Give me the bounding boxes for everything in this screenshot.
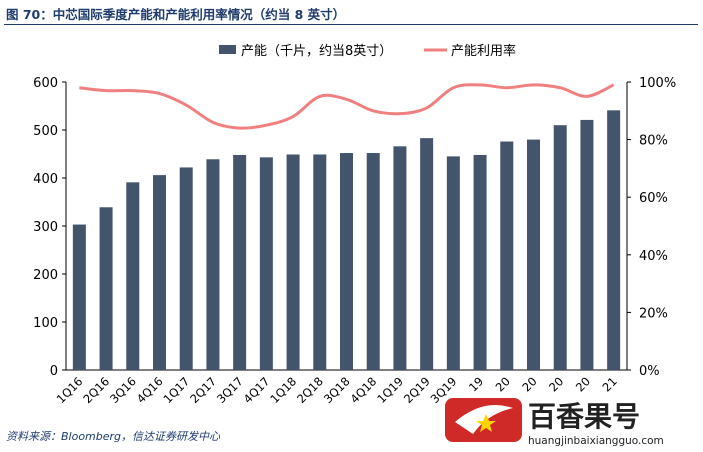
bar <box>527 139 540 370</box>
watermark: 百香果号 huangjinbaixiangguo.com <box>445 398 664 447</box>
legend-label-capacity: 产能（千片，约当8英寸） <box>241 44 392 59</box>
bar <box>553 125 567 370</box>
x-tick-label: 3Q18 <box>321 374 353 406</box>
bar <box>179 167 193 370</box>
line-series <box>79 83 615 130</box>
x-tick-label: 2Q19 <box>401 374 433 406</box>
y-left-tick-label: 500 <box>33 124 58 139</box>
bar <box>500 141 514 370</box>
bar <box>473 154 487 370</box>
bar <box>206 159 220 370</box>
utilization-line <box>79 83 615 130</box>
y-right-tick-label: 60% <box>639 191 668 206</box>
y-right-tick-label: 40% <box>639 249 668 264</box>
x-tick-label: 20 <box>573 374 593 394</box>
x-tick-label: 4Q16 <box>134 374 166 406</box>
bar <box>286 154 300 370</box>
x-tick-label: 3Q16 <box>107 374 139 406</box>
x-tick-label: 1Q16 <box>54 374 86 406</box>
bar <box>313 154 327 370</box>
bar <box>259 157 273 370</box>
bar <box>126 182 140 370</box>
x-tick-label: 4Q17 <box>241 374 273 406</box>
legend-swatch-bar <box>219 45 236 54</box>
star-icon <box>476 414 496 432</box>
y-left-tick-label: 100 <box>33 316 58 331</box>
y-right-tick-label: 0% <box>639 364 660 379</box>
x-tick-label: 1Q18 <box>267 374 299 406</box>
y-right-tick-label: 80% <box>639 134 668 149</box>
bar <box>72 224 86 370</box>
x-tick-label: 2Q16 <box>80 374 112 406</box>
x-tick-label: 1Q19 <box>374 374 406 406</box>
x-tick-label: 21 <box>600 374 620 394</box>
x-tick-label: 19 <box>466 374 486 394</box>
bar <box>446 156 460 370</box>
y-left-tick-label: 300 <box>33 220 58 235</box>
x-tick-label: 3Q17 <box>214 374 246 406</box>
bar <box>340 153 353 370</box>
x-tick-label: 20 <box>519 374 539 394</box>
x-tick-label: 2Q17 <box>187 374 219 406</box>
bar <box>233 154 247 370</box>
y-left-tick-label: 0 <box>50 364 58 379</box>
x-tick-label: 20 <box>546 374 566 394</box>
watermark-brand: 百香果号 <box>528 400 640 433</box>
legend: 产能（千片，约当8英寸） 产能利用率 <box>219 43 516 59</box>
y-right-tick-label: 100% <box>639 76 676 91</box>
chart-title: 图 70：中芯国际季度产能和产能利用率情况（约当 8 英寸） <box>6 7 346 22</box>
y-left-tick-label: 200 <box>33 268 58 283</box>
bar <box>607 110 621 370</box>
x-tick-label: 1Q17 <box>161 374 193 406</box>
y-left-tick-label: 600 <box>33 76 58 91</box>
source-note: 资料来源：Bloomberg，信达证券研发中心 <box>6 430 221 443</box>
bar-series <box>72 110 621 370</box>
x-tick-label: 4Q18 <box>348 374 380 406</box>
bar <box>420 138 434 370</box>
bar <box>580 119 594 370</box>
x-tick-label: 20 <box>493 374 513 394</box>
x-tick-label: 2Q18 <box>294 374 326 406</box>
bar <box>153 175 166 370</box>
bar <box>393 146 407 370</box>
bar <box>99 207 113 370</box>
legend-label-utilization: 产能利用率 <box>451 43 516 59</box>
y-left-tick-label: 400 <box>33 172 58 187</box>
title-divider <box>4 24 698 25</box>
bar <box>366 153 380 370</box>
watermark-url: huangjinbaixiangguo.com <box>528 435 664 447</box>
y-right-tick-label: 20% <box>639 306 668 321</box>
